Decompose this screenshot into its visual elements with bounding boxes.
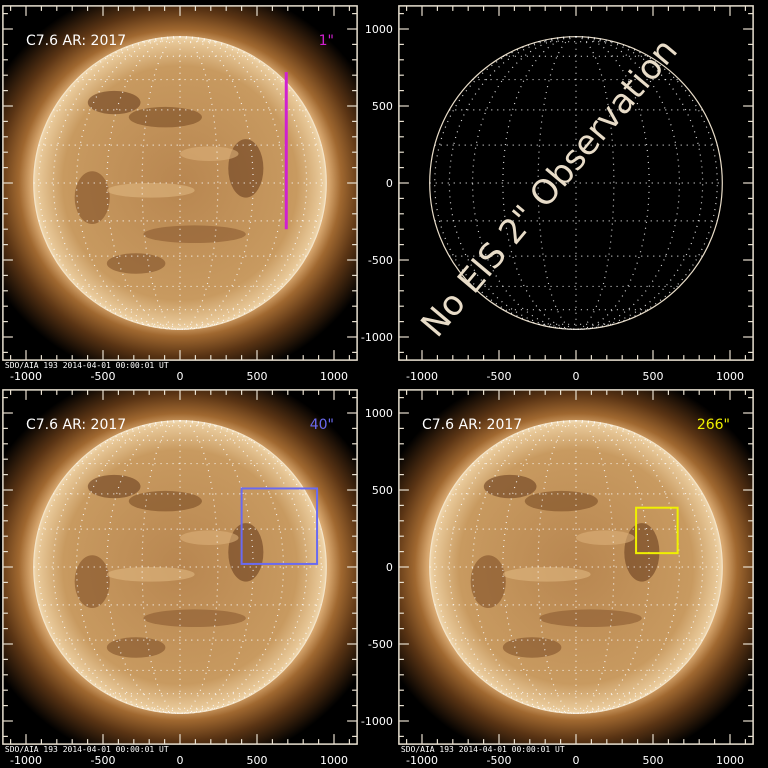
- solar-feature: [524, 490, 598, 512]
- eis-raster-box: [240, 487, 319, 565]
- y-tick-label: 500: [372, 484, 393, 497]
- solar-feature: [128, 106, 202, 128]
- flare-title: C7.6 AR: 2017: [422, 417, 522, 433]
- y-tick-label: -500: [368, 638, 393, 651]
- x-tick-label: 0: [573, 370, 580, 383]
- slit-label: 266": [697, 417, 730, 433]
- x-tick-label: 500: [643, 754, 664, 767]
- panel-bottom-right: -1000 -500 0 500 1000 1000 500 0 -500 -1000 C7.6 A…: [361, 389, 754, 767]
- solar-feature: [143, 225, 246, 243]
- heliographic-grid: [33, 420, 327, 714]
- solar-feature: [74, 555, 110, 608]
- solar-feature: [87, 90, 141, 115]
- x-tick-label: -1000: [406, 370, 438, 383]
- x-tick-label: 1000: [320, 754, 348, 767]
- slit-label: 1": [319, 33, 334, 49]
- solar-disk: [33, 420, 327, 714]
- solar-feature: [106, 637, 166, 658]
- solar-image: [2, 389, 358, 745]
- solar-disk: [33, 36, 327, 330]
- solar-image: [2, 5, 358, 361]
- ticks: [398, 5, 754, 361]
- instrument-footer: SDO/AIA 193 2014-04-01 00:00:01 UT: [5, 745, 169, 754]
- y-tick-label: -500: [368, 254, 393, 267]
- x-tick-label: 0: [177, 370, 184, 383]
- x-tick-label: 500: [247, 754, 268, 767]
- x-tick-label: 500: [247, 370, 268, 383]
- solar-feature: [106, 183, 195, 198]
- solar-feature: [576, 530, 635, 546]
- solar-feature: [87, 474, 141, 499]
- instrument-footer: SDO/AIA 193 2014-04-01 00:00:01 UT: [401, 745, 565, 754]
- x-tick-label: 0: [573, 754, 580, 767]
- x-tick-label: 0: [177, 754, 184, 767]
- y-tick-label: 0: [386, 177, 393, 190]
- y-tick-label: -1000: [361, 715, 393, 728]
- x-tick-label: 500: [643, 370, 664, 383]
- instrument-footer: SDO/AIA 193 2014-04-01 00:00:01 UT: [5, 361, 169, 370]
- x-tick-label: -1000: [406, 754, 438, 767]
- solar-feature: [128, 490, 202, 512]
- solar-feature: [502, 637, 562, 658]
- ticks: [398, 389, 754, 745]
- solar-feature: [228, 523, 264, 582]
- x-tick-label: -1000: [10, 370, 42, 383]
- heliographic-grid: [429, 420, 723, 714]
- solar-image: [429, 36, 723, 330]
- x-tick-label: -500: [91, 754, 116, 767]
- y-tick-label: 0: [386, 561, 393, 574]
- y-tick-label: -1000: [361, 331, 393, 344]
- solar-feature: [74, 171, 110, 224]
- solar-disk: [429, 420, 723, 714]
- solar-feature: [483, 474, 537, 499]
- eis-raster-box: [635, 506, 679, 555]
- flare-title: C7.6 AR: 2017: [26, 417, 126, 433]
- y-tick-label: 1000: [365, 407, 393, 420]
- ticks: [2, 389, 358, 745]
- y-tick-label: 1000: [365, 23, 393, 36]
- solar-feature: [180, 530, 239, 546]
- slit-label: 40": [310, 417, 334, 433]
- solar-feature: [539, 609, 642, 627]
- solar-feature: [106, 253, 166, 274]
- x-tick-label: -500: [487, 754, 512, 767]
- x-tick-label: 1000: [716, 370, 744, 383]
- panel-top-right: -1000 -500 0 500 1000 1000 500 0 -500 -1000 No EIS…: [361, 5, 754, 383]
- solar-feature: [143, 609, 246, 627]
- solar-image: [398, 389, 754, 745]
- no-observation-message: No EIS 2" Observation: [413, 31, 685, 345]
- heliographic-grid: [429, 36, 723, 330]
- solar-feature: [470, 555, 506, 608]
- x-tick-label: -500: [91, 370, 116, 383]
- x-tick-label: -1000: [10, 754, 42, 767]
- solar-feature: [106, 567, 195, 582]
- ticks: [2, 5, 358, 361]
- solar-feature: [502, 567, 591, 582]
- y-tick-label: 500: [372, 100, 393, 113]
- x-tick-label: 1000: [716, 754, 744, 767]
- heliographic-grid: [33, 36, 327, 330]
- solar-feature: [180, 146, 239, 162]
- x-tick-label: 1000: [320, 370, 348, 383]
- solar-feature: [228, 139, 264, 198]
- flare-title: C7.6 AR: 2017: [26, 33, 126, 49]
- x-tick-label: -500: [487, 370, 512, 383]
